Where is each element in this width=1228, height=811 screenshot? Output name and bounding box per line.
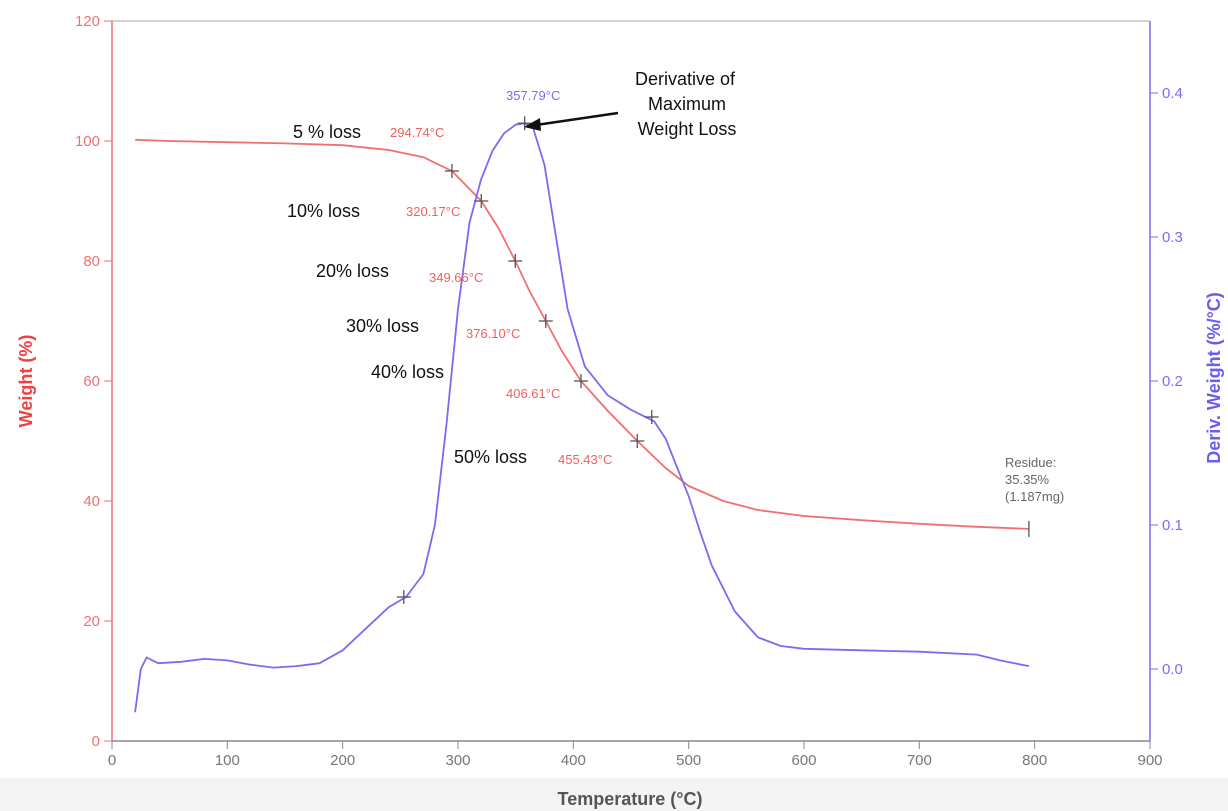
peak-temp-label: 357.79°C (506, 88, 560, 103)
y-right-tick-label: 0.4 (1162, 85, 1183, 102)
y-left-tick-label: 100 (75, 133, 100, 150)
x-tick-label: 100 (215, 752, 240, 769)
residue-line-2: 35.35% (1005, 472, 1050, 487)
bottom-band (0, 778, 1228, 811)
note-line-1: Derivative of (635, 69, 736, 89)
loss-label-5: 5 % loss (293, 122, 361, 142)
x-tick-label: 400 (561, 752, 586, 769)
y-left-tick-label: 40 (83, 493, 100, 510)
x-tick-label: 500 (676, 752, 701, 769)
cross-marker (630, 434, 645, 448)
y-left-tick-label: 120 (75, 13, 100, 30)
loss-label-30: 30% loss (346, 316, 419, 336)
cross-marker (573, 374, 588, 388)
loss-label-20: 20% loss (316, 261, 389, 281)
y-right-tick-label: 0.3 (1162, 229, 1183, 246)
deriv-weight-curve (134, 122, 1030, 713)
note-arrowhead (524, 118, 541, 131)
marker-layer (396, 116, 1030, 604)
x-tick-label: 800 (1022, 752, 1047, 769)
temp-label-5: 294.74°C (390, 125, 444, 140)
loss-label-10: 10% loss (287, 201, 360, 221)
cross-marker (644, 410, 659, 424)
note-arrow-line (535, 111, 619, 127)
note-line-3: Weight Loss (638, 119, 737, 139)
temp-label-50: 455.43°C (558, 452, 612, 467)
cross-marker (517, 116, 532, 131)
temp-label-40: 406.61°C (506, 386, 560, 401)
temp-label-20: 349.66°C (429, 270, 483, 285)
temp-label-10: 320.17°C (406, 204, 460, 219)
cross-marker (444, 164, 459, 178)
cross-marker (474, 194, 489, 208)
cross-marker (508, 254, 523, 268)
y-left-tick-label: 20 (83, 613, 100, 630)
y-right-tick-label: 0.0 (1162, 661, 1183, 678)
x-tick-label: 900 (1137, 752, 1162, 769)
loss-label-50: 50% loss (454, 447, 527, 467)
loss-label-40: 40% loss (371, 362, 444, 382)
left-axis-title: Weight (%) (16, 335, 36, 428)
x-tick-label: 0 (108, 752, 116, 769)
weight-curve (135, 138, 1029, 530)
x-tick-label: 600 (791, 752, 816, 769)
axes-layer: 0 100 200 300 400 500 600 700 800 900 0 20 40 60 80 100… (75, 13, 1183, 769)
series-layer (134, 122, 1030, 713)
residue-line-1: Residue: (1005, 455, 1056, 470)
x-tick-label: 300 (445, 752, 470, 769)
y-left-tick-label: 0 (92, 733, 100, 750)
y-right-tick-label: 0.2 (1162, 373, 1183, 390)
residue-line-3: (1.187mg) (1005, 489, 1064, 504)
y-left-tick-label: 80 (83, 253, 100, 270)
temp-label-30: 376.10°C (466, 326, 520, 341)
x-tick-label: 200 (330, 752, 355, 769)
cross-marker (538, 314, 553, 328)
right-axis-title: Deriv. Weight (%/°C) (1204, 292, 1224, 464)
x-axis-title: Temperature (°C) (558, 789, 703, 809)
y-left-tick-label: 60 (83, 373, 100, 390)
y-right-tick-label: 0.1 (1162, 517, 1183, 534)
note-line-2: Maximum (648, 94, 726, 114)
x-tick-label: 700 (907, 752, 932, 769)
cross-marker (396, 590, 411, 604)
annotation-layer: Temperature (°C) Weight (%) Deriv. Weigh… (16, 69, 1224, 809)
